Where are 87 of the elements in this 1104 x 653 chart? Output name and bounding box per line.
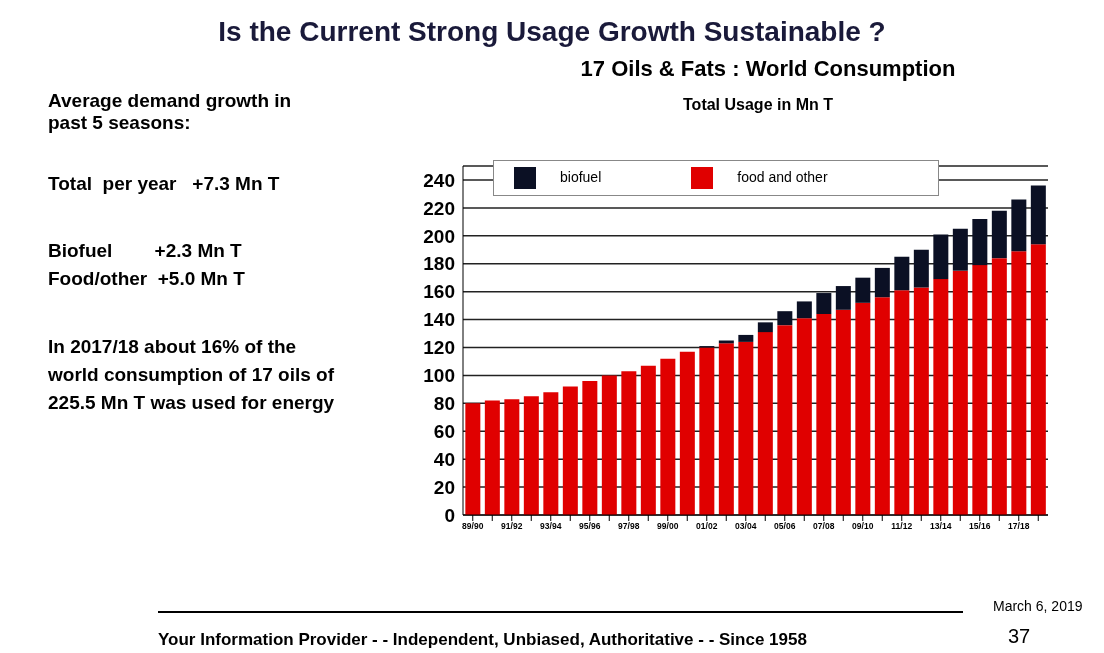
text: Food/other +5.0 Mn T [48, 268, 246, 290]
y-tick-label: 100 [423, 365, 455, 387]
bar [874, 267, 890, 298]
x-tick-label: 99/00 [657, 521, 679, 532]
x-tick-label: 91/92 [501, 521, 523, 532]
legend-label: biofuel [560, 168, 602, 185]
bar [777, 325, 793, 515]
x-tick-label: 89/90 [462, 521, 484, 532]
bar [621, 371, 637, 515]
legend-label: food and other [737, 168, 828, 185]
x-tick-label: 09/10 [852, 521, 874, 532]
y-axis-title: Total Usage in Mn T [682, 96, 834, 114]
x-tick-label: 05/06 [774, 521, 796, 532]
y-tick-label: 80 [433, 393, 455, 415]
bar [816, 293, 832, 314]
bar [913, 287, 929, 515]
bar [991, 258, 1007, 515]
y-tick-label: 140 [423, 309, 455, 331]
bar [504, 399, 520, 515]
text: Total per year +7.3 Mn T [48, 173, 281, 195]
y-tick-label: 40 [433, 448, 455, 470]
bar [640, 365, 656, 515]
bar [796, 301, 812, 319]
bar [816, 313, 832, 515]
bar [1011, 199, 1027, 252]
bar [933, 279, 949, 515]
bar [894, 290, 910, 515]
bar [601, 375, 617, 515]
chart-title: Is the Current Strong Usage Growth Sustainable ? [217, 16, 887, 48]
bar [718, 343, 734, 515]
bar [484, 400, 500, 515]
x-tick-label: 01/02 [696, 521, 718, 532]
x-tick-label: 95/96 [579, 521, 601, 532]
text: March 6, 2019 [993, 598, 1084, 614]
x-tick-label: 13/14 [930, 521, 952, 532]
bar [582, 380, 598, 515]
x-tick-label: 15/16 [969, 521, 991, 532]
chart-subtitle: 17 Oils & Fats : World Consumption [579, 56, 957, 82]
bar [894, 256, 910, 291]
y-tick-label: 220 [423, 197, 455, 219]
bar [699, 347, 715, 515]
y-tick-label: 0 [444, 504, 455, 526]
x-tick-label: 11/12 [891, 521, 913, 532]
text: Average demand growth in past 5 seasons: [48, 90, 293, 134]
bar [738, 341, 754, 515]
bar [796, 318, 812, 515]
bar [835, 286, 851, 310]
x-tick-label: 17/18 [1008, 521, 1030, 532]
bar [562, 386, 578, 515]
text: In 2017/18 about 16% of the world consumption of 17 oils of 225.5 Mn T was used for energy [48, 335, 336, 415]
bar [855, 277, 871, 303]
bar [952, 270, 968, 515]
bar [757, 332, 773, 515]
bar [1030, 244, 1046, 515]
text: Your Information Provider - - Independent, Unbiased, Authoritative - - Since 1958 [158, 630, 808, 650]
bar [1030, 185, 1046, 245]
bar [738, 334, 754, 342]
y-tick-label: 240 [423, 169, 455, 191]
bar [777, 311, 793, 326]
text: 37 [1008, 625, 1032, 648]
bar [523, 396, 539, 515]
text: Biofuel +2.3 Mn T [48, 240, 243, 262]
y-tick-label: 20 [433, 476, 455, 498]
y-tick-label: 160 [423, 281, 455, 303]
y-tick-label: 60 [433, 420, 455, 442]
bar [991, 210, 1007, 259]
x-tick-label: 93/94 [540, 521, 562, 532]
bar [543, 392, 559, 515]
x-tick-label: 07/08 [813, 521, 835, 532]
y-tick-label: 180 [423, 253, 455, 275]
bar [913, 249, 929, 288]
bar [972, 265, 988, 515]
y-tick-label: 200 [423, 225, 455, 247]
x-tick-label: 03/04 [735, 521, 757, 532]
bar [952, 228, 968, 271]
x-tick-label: 97/98 [618, 521, 640, 532]
bar [660, 358, 676, 515]
bar [757, 322, 773, 333]
bar [465, 403, 481, 515]
bar [835, 309, 851, 515]
bar [679, 351, 695, 515]
bar [1011, 251, 1027, 515]
bar [855, 302, 871, 515]
bar [972, 219, 988, 266]
bar [933, 234, 949, 280]
bar [874, 297, 890, 515]
y-tick-label: 120 [423, 337, 455, 359]
